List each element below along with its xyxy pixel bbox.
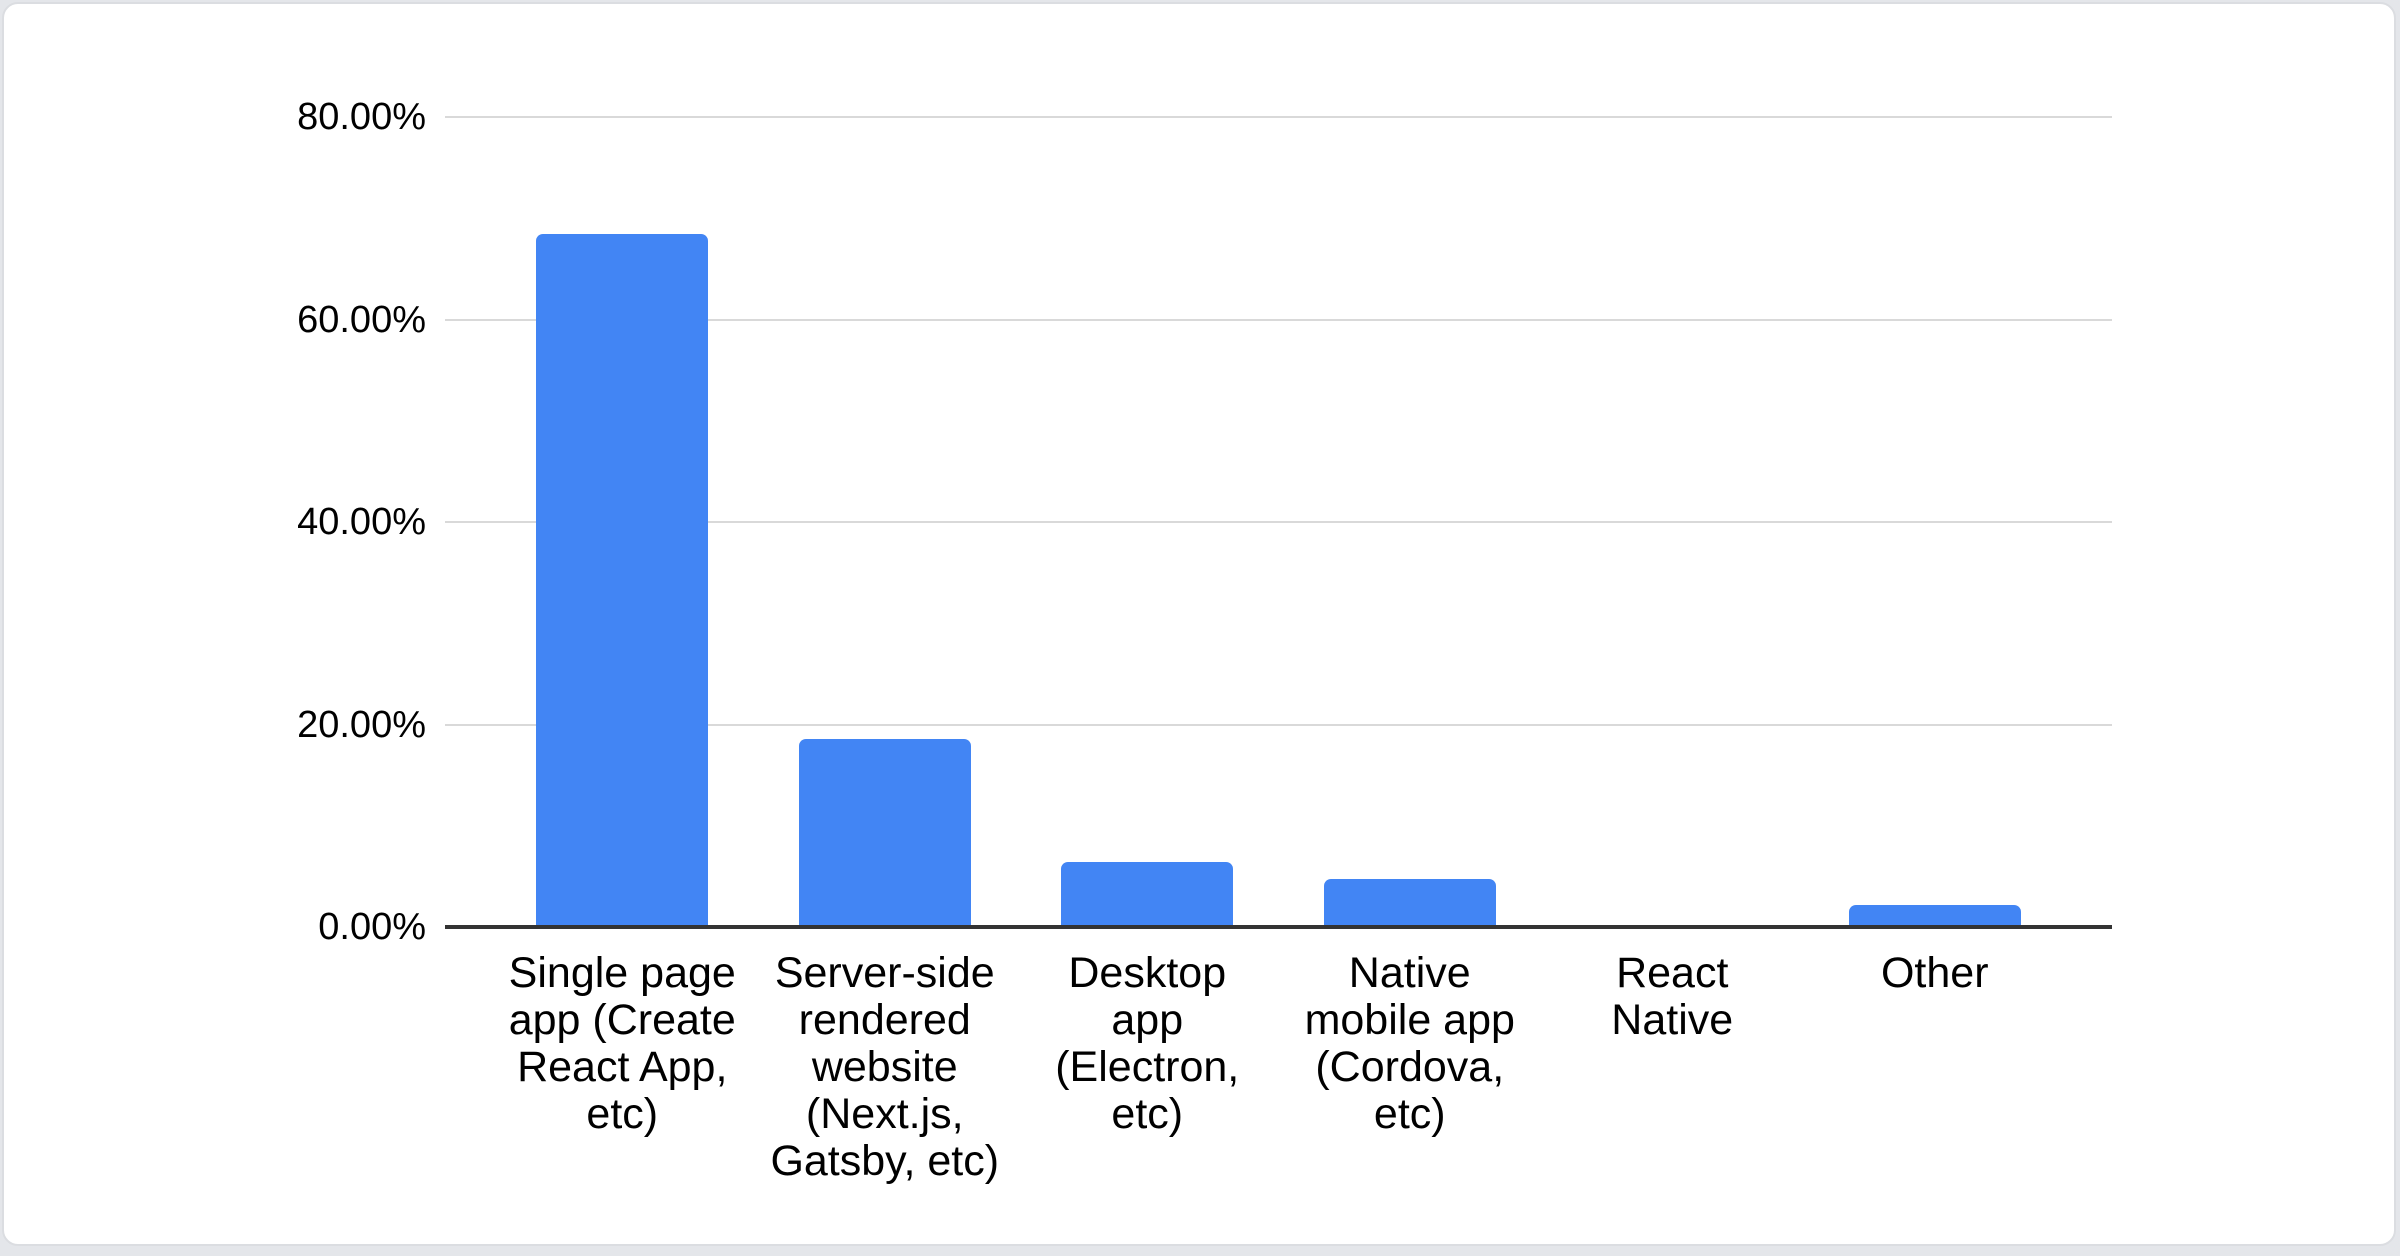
x-axis-label-line: (Electron, [1055, 1043, 1240, 1091]
y-axis-tick-label: 80.00% [297, 96, 426, 138]
bar [1061, 862, 1234, 927]
x-axis-category-label: Server-side rendered website (Next.js, Gatsb… [754, 950, 1017, 1185]
y-axis-tick-label: 20.00% [297, 703, 426, 746]
x-axis-label-line: Gatsby, etc) [770, 1137, 1000, 1185]
y-axis-tick-label: 60.00% [297, 298, 426, 341]
bar [536, 234, 709, 927]
bar [798, 738, 971, 927]
x-axis-line [445, 925, 2112, 929]
x-axis-label-line: Desktop [1068, 949, 1227, 997]
bar [1323, 879, 1496, 927]
gridline [445, 723, 2112, 726]
y-axis-tick-label: 40.00% [297, 501, 426, 543]
gridline [445, 116, 2112, 118]
x-axis-label-line: app [1111, 996, 1184, 1044]
gridline [445, 318, 2112, 321]
x-axis-label-line: app (Create [508, 996, 736, 1044]
x-axis-label-line: React App, [517, 1043, 728, 1091]
x-axis-label-line: Native [1611, 996, 1734, 1044]
x-axis-label-line: website [811, 1043, 958, 1091]
bar [1848, 904, 2021, 927]
x-axis-label-line: (Next.js, [805, 1090, 964, 1138]
x-axis-label-line: React [1616, 949, 1729, 997]
x-axis-category-label: Other [1804, 950, 2067, 1185]
plot-area [445, 116, 2112, 929]
x-axis-category-label: Desktop app (Electron, etc) [1016, 950, 1279, 1185]
x-axis-label-line: Single page [508, 949, 736, 997]
x-axis-label-line: Other [1880, 949, 1989, 997]
gridline [445, 521, 2112, 523]
bar-chart: 80.00% 60.00% 40.00% 20.00% 0.00% Single pag… [4, 4, 2394, 1244]
x-axis-label-line: etc) [1373, 1090, 1446, 1138]
x-axis-category-label: Single page app (Create React App, etc) [491, 950, 754, 1185]
y-axis: 80.00% 60.00% 40.00% 20.00% 0.00% [4, 96, 426, 948]
x-axis-category-label: React Native [1541, 950, 1804, 1185]
x-axis-category-label: Native mobile app (Cordova, etc) [1279, 950, 1542, 1185]
x-axis-label-line: (Cordova, [1315, 1043, 1505, 1091]
x-axis-labels: Single page app (Create React App, etc) Serv… [491, 950, 2066, 1185]
x-axis-label-line: rendered [798, 996, 971, 1044]
x-axis-label-line: etc) [1111, 1090, 1184, 1138]
x-axis-label-line: Native [1348, 949, 1471, 997]
x-axis-label-line: Server-side [774, 949, 995, 997]
x-axis-label-line: etc) [586, 1090, 659, 1138]
y-axis-tick-label: 0.00% [318, 906, 426, 948]
x-axis-label-line: mobile app [1304, 996, 1515, 1044]
